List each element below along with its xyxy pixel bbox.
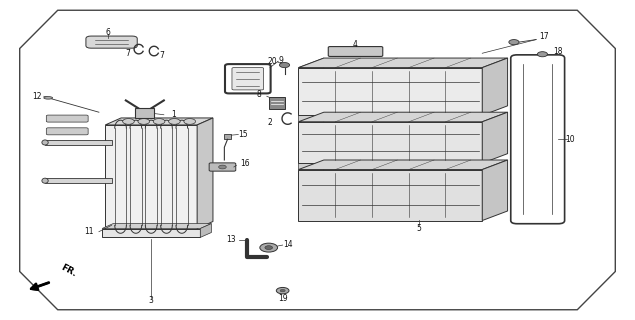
- Polygon shape: [482, 160, 507, 220]
- FancyBboxPatch shape: [86, 36, 137, 48]
- Text: FR.: FR.: [59, 263, 77, 278]
- Text: 11: 11: [84, 227, 94, 236]
- Polygon shape: [298, 112, 507, 122]
- Text: 1: 1: [171, 110, 176, 119]
- FancyBboxPatch shape: [46, 115, 88, 122]
- Text: 17: 17: [540, 32, 549, 41]
- FancyBboxPatch shape: [328, 47, 383, 56]
- Text: 5: 5: [417, 224, 421, 233]
- Text: 2: 2: [267, 118, 272, 127]
- FancyBboxPatch shape: [232, 68, 264, 90]
- Circle shape: [218, 165, 226, 169]
- FancyBboxPatch shape: [209, 163, 236, 171]
- Bar: [298, 122, 482, 163]
- Ellipse shape: [184, 119, 196, 124]
- Ellipse shape: [168, 119, 180, 124]
- Polygon shape: [298, 58, 507, 68]
- Bar: [298, 170, 482, 220]
- Circle shape: [280, 289, 285, 292]
- Circle shape: [265, 246, 272, 250]
- Circle shape: [260, 243, 277, 252]
- Text: 6: 6: [106, 28, 111, 37]
- Text: 16: 16: [240, 159, 250, 168]
- Text: 18: 18: [554, 47, 563, 56]
- Ellipse shape: [123, 119, 134, 124]
- Polygon shape: [298, 58, 324, 220]
- Polygon shape: [298, 160, 507, 170]
- Text: 9: 9: [278, 56, 283, 65]
- Polygon shape: [200, 224, 211, 237]
- Ellipse shape: [138, 119, 150, 124]
- Polygon shape: [105, 118, 213, 125]
- Bar: [298, 68, 482, 116]
- Bar: [45, 178, 112, 183]
- FancyBboxPatch shape: [46, 128, 88, 135]
- Circle shape: [276, 287, 289, 294]
- Text: 19: 19: [278, 294, 288, 303]
- Polygon shape: [197, 118, 213, 228]
- Polygon shape: [102, 224, 211, 228]
- Circle shape: [537, 52, 547, 57]
- Text: 7: 7: [160, 51, 164, 60]
- Polygon shape: [482, 112, 507, 163]
- Ellipse shape: [42, 140, 48, 145]
- Circle shape: [279, 62, 290, 68]
- Text: 3: 3: [149, 296, 153, 305]
- Text: 20: 20: [267, 57, 277, 66]
- Ellipse shape: [44, 97, 53, 99]
- Text: 7: 7: [125, 49, 130, 58]
- Text: 10: 10: [565, 135, 575, 144]
- Text: 8: 8: [257, 90, 262, 99]
- Circle shape: [509, 40, 519, 45]
- Bar: [224, 133, 231, 139]
- Text: 14: 14: [283, 240, 293, 249]
- Polygon shape: [482, 58, 507, 116]
- Text: 12: 12: [32, 92, 41, 101]
- Ellipse shape: [42, 178, 48, 183]
- Bar: [135, 108, 154, 118]
- Text: 4: 4: [353, 40, 358, 49]
- Bar: [102, 228, 200, 237]
- Bar: [45, 140, 112, 145]
- Bar: [269, 97, 284, 109]
- Ellipse shape: [153, 119, 165, 124]
- Text: 13: 13: [226, 235, 236, 244]
- Text: 15: 15: [239, 130, 248, 139]
- Polygon shape: [105, 125, 197, 228]
